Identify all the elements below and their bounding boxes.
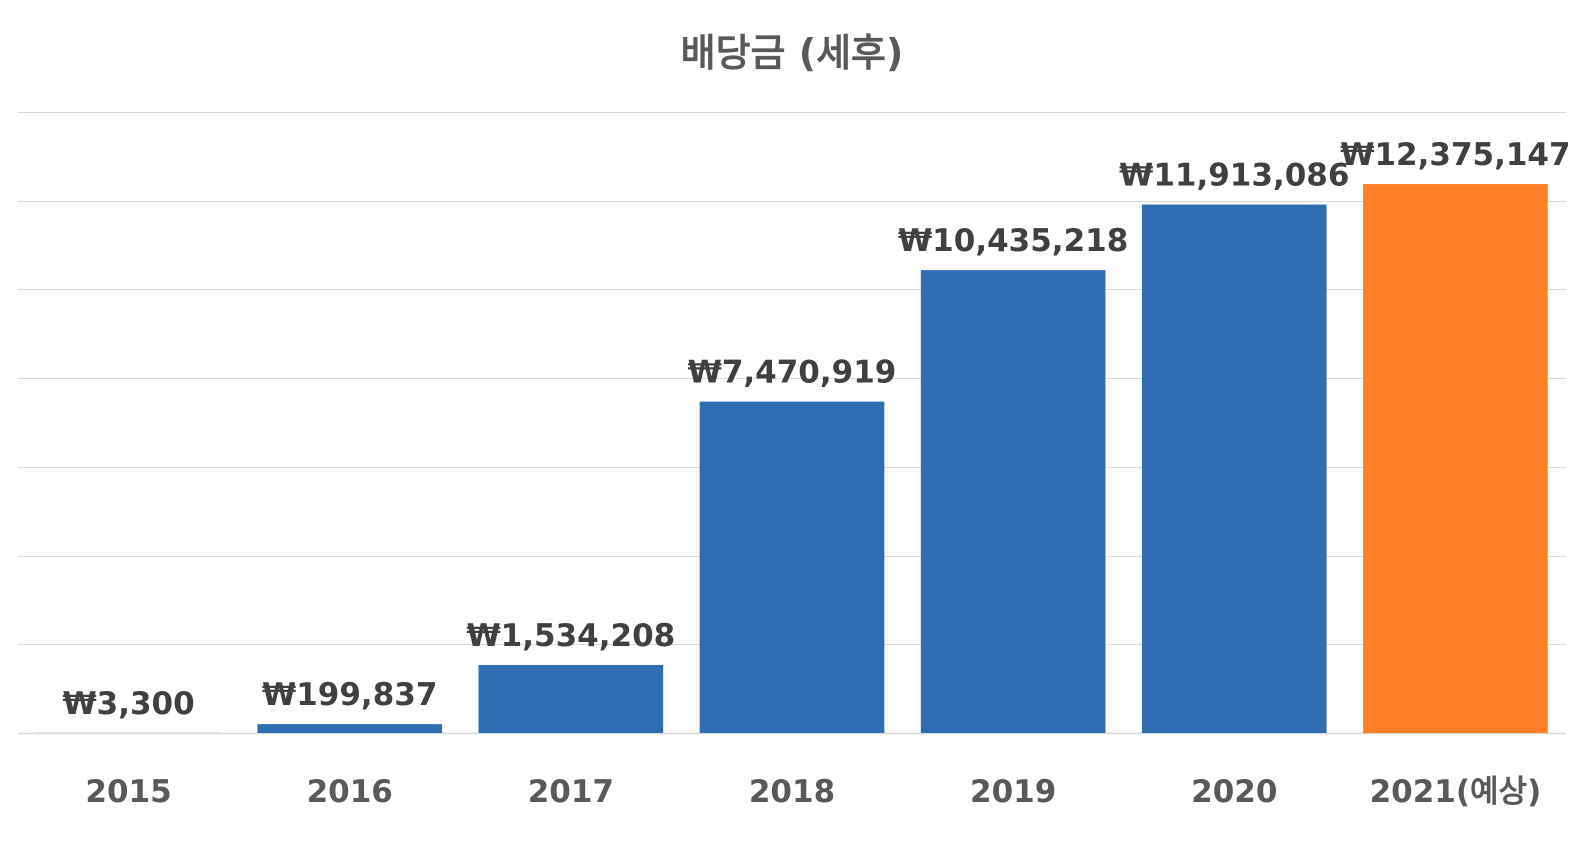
x-tick-label-2016: 2016 <box>307 774 393 810</box>
data-label-2020: ₩11,913,086 <box>1119 158 1349 194</box>
bar-2018 <box>699 401 885 733</box>
bar-2021(예상) <box>1363 184 1548 733</box>
data-label-2019: ₩10,435,218 <box>898 223 1128 259</box>
bar-2016 <box>257 724 443 733</box>
data-labels: ₩3,300 ₩199,837 ₩1,534,208 ₩7,470,919 ₩10,43… <box>62 137 1570 722</box>
data-label-2017: ₩1,534,208 <box>466 618 675 654</box>
x-tick-label-2021(예상): 2021(예상) <box>1370 774 1542 810</box>
x-tick-label-2019: 2019 <box>970 774 1056 810</box>
x-tick-label-2017: 2017 <box>528 774 614 810</box>
bars <box>36 184 1548 733</box>
x-tick-label-2015: 2015 <box>85 774 171 810</box>
x-axis-tick-labels: 2015 2016 2017 2018 2019 2020 2021(예상) <box>85 774 1541 810</box>
bar-2017 <box>478 664 664 733</box>
data-label-2018: ₩7,470,919 <box>688 355 897 391</box>
bar-2019 <box>920 270 1106 733</box>
bar-2020 <box>1141 204 1327 733</box>
data-label-2021(예상): ₩12,375,147 <box>1340 137 1570 173</box>
x-tick-label-2020: 2020 <box>1191 774 1277 810</box>
gridlines <box>18 112 1566 735</box>
chart-title: 배당금 (세후) <box>681 31 904 75</box>
x-tick-label-2018: 2018 <box>749 774 835 810</box>
data-label-2015: ₩3,300 <box>62 686 194 722</box>
data-label-2016: ₩199,837 <box>262 677 437 713</box>
